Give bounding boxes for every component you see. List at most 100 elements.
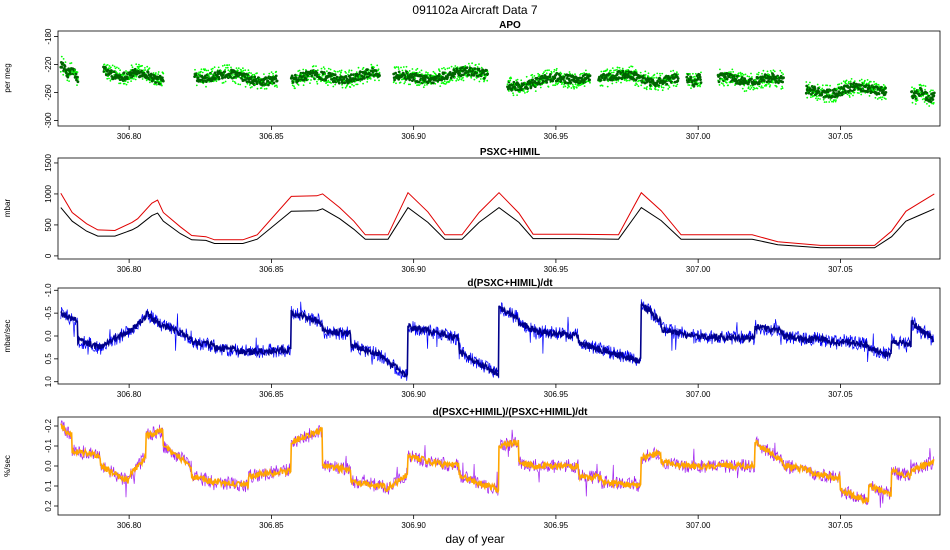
apo-smooth-point <box>750 77 753 81</box>
apo-raw-point <box>407 71 410 74</box>
apo-raw-point <box>619 69 622 72</box>
apo-raw-point <box>246 82 249 85</box>
apo-raw-point <box>763 81 766 84</box>
apo-raw-point <box>508 90 510 92</box>
apo-raw-point <box>644 70 647 73</box>
apo-raw-point <box>124 80 127 83</box>
apo-raw-point <box>334 83 337 86</box>
apo-raw-point <box>268 72 271 75</box>
x-tick-labels-pressure: 306.80 306.85 306.90 306.95 307.00 307.05 <box>117 265 853 274</box>
y-tick-label: -0.2 <box>44 419 53 433</box>
apo-raw-point <box>135 63 138 66</box>
apo-raw-point <box>615 81 618 84</box>
apo-raw-point <box>849 80 852 83</box>
x-tick-label: 306.85 <box>259 265 284 274</box>
apo-smooth-point <box>267 83 270 87</box>
apo-smooth-point <box>588 78 591 82</box>
apo-raw-point <box>821 87 824 90</box>
apo-raw-point <box>768 82 770 85</box>
apo-raw-point <box>882 84 885 86</box>
apo-raw-point <box>868 82 870 84</box>
apo-raw-point <box>312 76 315 79</box>
apo-raw-point <box>205 69 208 72</box>
apo-raw-point <box>692 76 695 78</box>
apo-raw-point <box>670 70 672 73</box>
apo-smooth-point <box>332 76 336 80</box>
y-axis-label-rel-dpdt: %/sec <box>3 455 12 477</box>
apo-raw-point <box>366 78 369 81</box>
apo-raw-point <box>548 69 550 72</box>
apo-raw-point <box>77 78 79 80</box>
apo-raw-point <box>208 76 211 78</box>
apo-raw-point <box>509 79 512 82</box>
apo-raw-point <box>689 73 691 75</box>
apo-raw-point <box>760 85 763 87</box>
apo-raw-point <box>643 87 646 89</box>
apo-raw-point <box>357 66 360 69</box>
apo-raw-point <box>553 70 555 73</box>
apo-smooth-point <box>811 91 815 95</box>
apo-smooth-point <box>221 76 225 79</box>
apo-raw-point <box>581 72 584 75</box>
apo-raw-point <box>768 73 771 76</box>
apo-raw-point <box>327 84 329 86</box>
apo-raw-point <box>432 74 434 77</box>
panel-apo: APO per meg 306.80 306.85 306.90 306.95 307.… <box>3 20 941 141</box>
apo-smooth-point <box>740 76 744 79</box>
apo-raw-point <box>418 71 421 74</box>
apo-raw-point <box>739 71 742 74</box>
apo-raw-point <box>407 83 410 86</box>
apo-segment <box>102 63 165 87</box>
apo-raw-point <box>880 96 882 99</box>
apo-raw-point <box>531 76 534 79</box>
apo-raw-point <box>742 74 745 76</box>
apo-raw-point <box>68 74 71 77</box>
apo-raw-point <box>545 72 548 75</box>
apo-raw-point <box>260 87 263 89</box>
apo-raw-point <box>222 81 225 84</box>
apo-smooth-point <box>553 76 557 80</box>
apo-raw-point <box>237 69 239 72</box>
apo-raw-point <box>70 62 73 64</box>
apo-raw-point <box>195 84 198 87</box>
apo-raw-point <box>762 86 764 89</box>
apo-raw-point <box>859 86 862 89</box>
apo-raw-point <box>362 82 364 85</box>
apo-raw-point <box>606 85 609 88</box>
apo-raw-point <box>68 80 70 82</box>
apo-raw-point <box>700 71 702 74</box>
y-tick-label: 0.1 <box>44 480 53 492</box>
apo-raw-point <box>611 67 614 69</box>
apo-raw-point <box>873 80 875 83</box>
apo-raw-point <box>560 72 563 75</box>
apo-smooth-point <box>378 74 381 77</box>
apo-raw-point <box>244 85 247 88</box>
apo-raw-point <box>59 70 62 73</box>
apo-raw-point <box>199 73 201 76</box>
x-tick-label: 307.05 <box>828 521 853 530</box>
apo-raw-point <box>761 82 764 84</box>
apo-raw-point <box>369 78 372 80</box>
apo-raw-point <box>697 82 700 85</box>
apo-raw-point <box>136 68 139 71</box>
apo-raw-point <box>916 99 919 101</box>
apo-raw-point <box>645 88 648 91</box>
apo-raw-point <box>671 82 674 84</box>
apo-raw-point <box>483 80 485 83</box>
y-tick-label: 1000 <box>44 184 53 202</box>
apo-raw-point <box>200 68 203 71</box>
apo-smooth-point <box>420 74 424 78</box>
apo-raw-point <box>302 84 305 87</box>
y-tick-labels-rel-dpdt: -0.2 -0.1 0.0 0.1 0.2 <box>44 419 53 512</box>
apo-segment <box>685 71 703 90</box>
apo-raw-point <box>135 75 138 78</box>
apo-raw-point <box>639 71 642 74</box>
apo-raw-point <box>399 81 402 84</box>
apo-raw-point <box>377 68 380 71</box>
apo-smooth-point <box>531 78 534 82</box>
apo-raw-point <box>341 86 344 89</box>
apo-raw-point <box>544 69 547 72</box>
apo-smooth-point <box>473 67 477 70</box>
apo-raw-point <box>625 78 627 81</box>
apo-raw-point <box>746 75 749 78</box>
